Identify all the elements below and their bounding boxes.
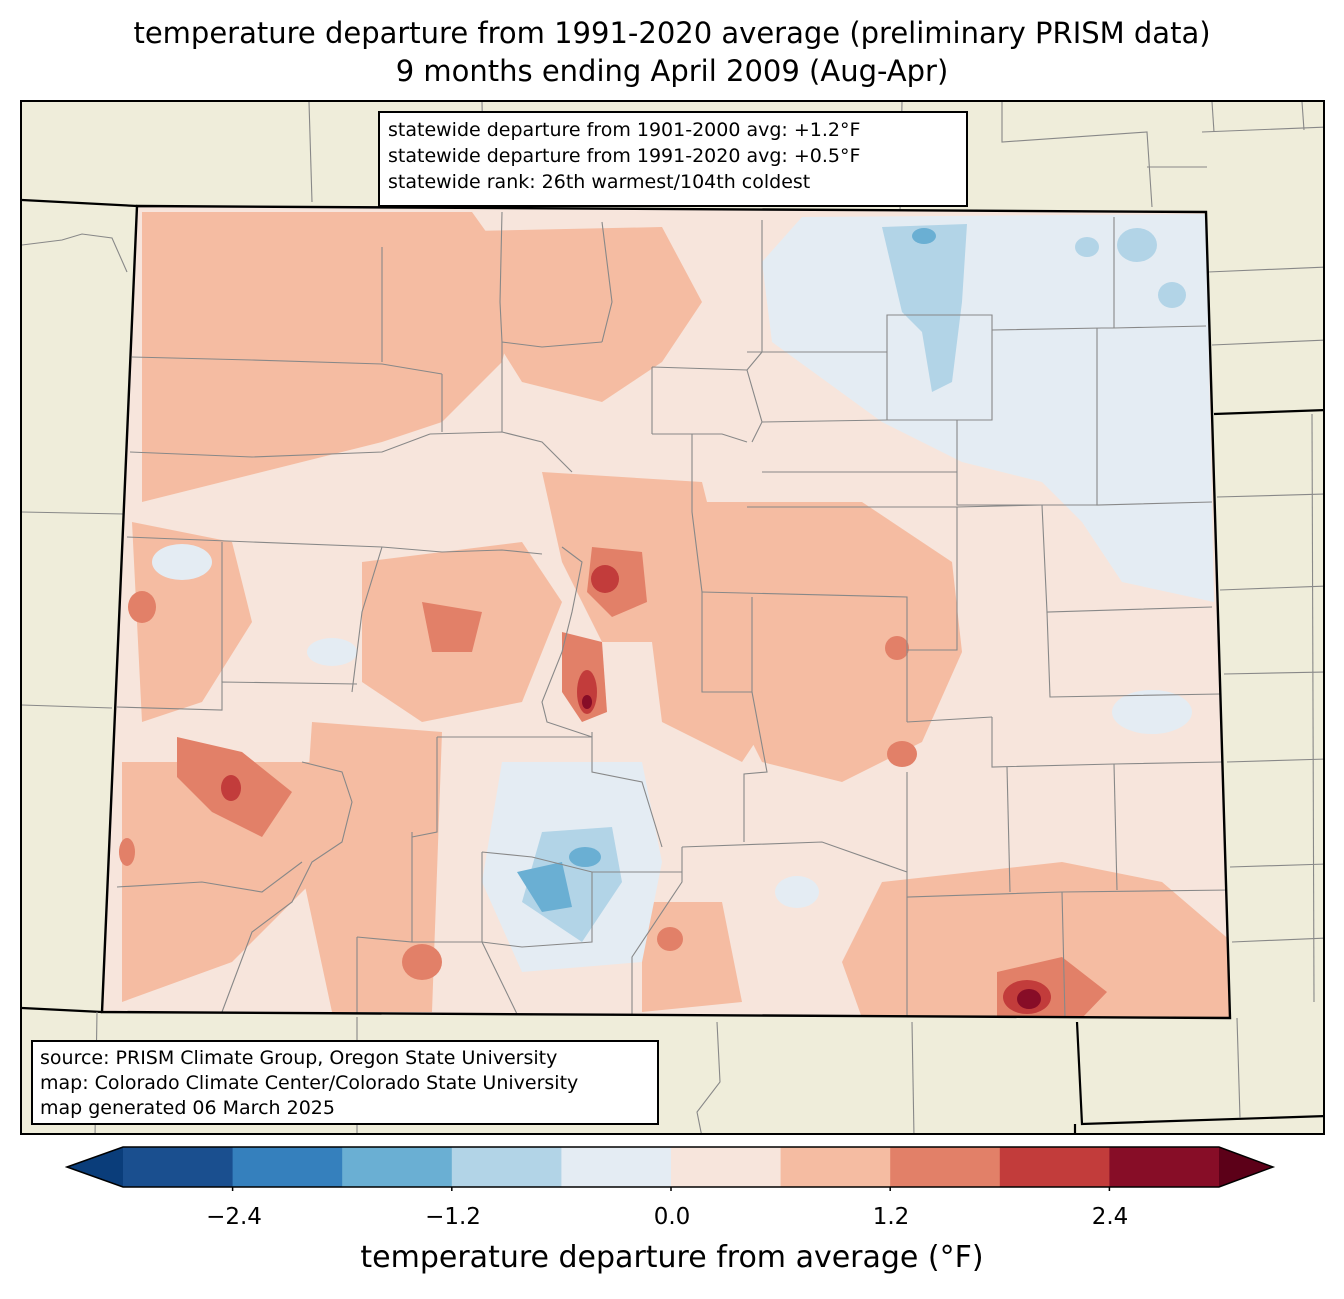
colorado-border bbox=[100, 204, 1232, 1020]
colorbar bbox=[65, 1146, 1276, 1191]
neighbor-state-borders bbox=[22, 198, 1323, 1133]
colorbar-segment bbox=[123, 1147, 234, 1187]
colorado-map bbox=[22, 102, 1323, 1133]
colorbar-tick-label: −1.2 bbox=[425, 1204, 481, 1230]
colorbar-segment bbox=[999, 1147, 1110, 1187]
colorbar-extend-low bbox=[67, 1147, 123, 1187]
map-credit-line: map: Colorado Climate Center/Colorado St… bbox=[40, 1072, 579, 1094]
colorbar-segment bbox=[561, 1147, 672, 1187]
colorbar-outline bbox=[65, 1146, 1276, 1188]
colorbar-segment bbox=[232, 1147, 343, 1187]
stats-departure-1901-2000: statewide departure from 1901-2000 avg: … bbox=[388, 119, 861, 141]
statewide-stats-box: statewide departure from 1901-2000 avg: … bbox=[378, 111, 968, 207]
colorbar-tick-label: 2.4 bbox=[1091, 1204, 1129, 1230]
generated-date-line: map generated 06 March 2025 bbox=[40, 1097, 335, 1119]
map-title-line1: temperature departure from 1991-2020 ave… bbox=[133, 16, 1211, 50]
colorbar-tick-label: −2.4 bbox=[206, 1204, 262, 1230]
colorbar-extend-high bbox=[1219, 1147, 1273, 1187]
colorbar-segment bbox=[451, 1147, 562, 1187]
departure-contours bbox=[102, 206, 1230, 1018]
colorbar-tick-label: 1.2 bbox=[872, 1204, 910, 1230]
stats-rank: statewide rank: 26th warmest/104th colde… bbox=[388, 171, 811, 193]
map-title-line2: 9 months ending April 2009 (Aug-Apr) bbox=[395, 54, 949, 88]
county-lines bbox=[116, 211, 1230, 1018]
colorbar-segment bbox=[671, 1147, 782, 1187]
colorbar-segment bbox=[342, 1147, 453, 1187]
stats-departure-1991-2020: statewide departure from 1991-2020 avg: … bbox=[388, 145, 861, 167]
colorbar-tick-label: 0.0 bbox=[653, 1204, 691, 1230]
source-line: source: PRISM Climate Group, Oregon Stat… bbox=[40, 1047, 558, 1069]
colorbar-segment bbox=[780, 1147, 891, 1187]
colorbar-label: temperature departure from average (°F) bbox=[360, 1240, 984, 1275]
colorbar-segment bbox=[890, 1147, 1001, 1187]
map-panel bbox=[20, 100, 1325, 1135]
source-box: source: PRISM Climate Group, Oregon Stat… bbox=[31, 1040, 659, 1125]
colorbar-segment bbox=[1109, 1147, 1220, 1187]
